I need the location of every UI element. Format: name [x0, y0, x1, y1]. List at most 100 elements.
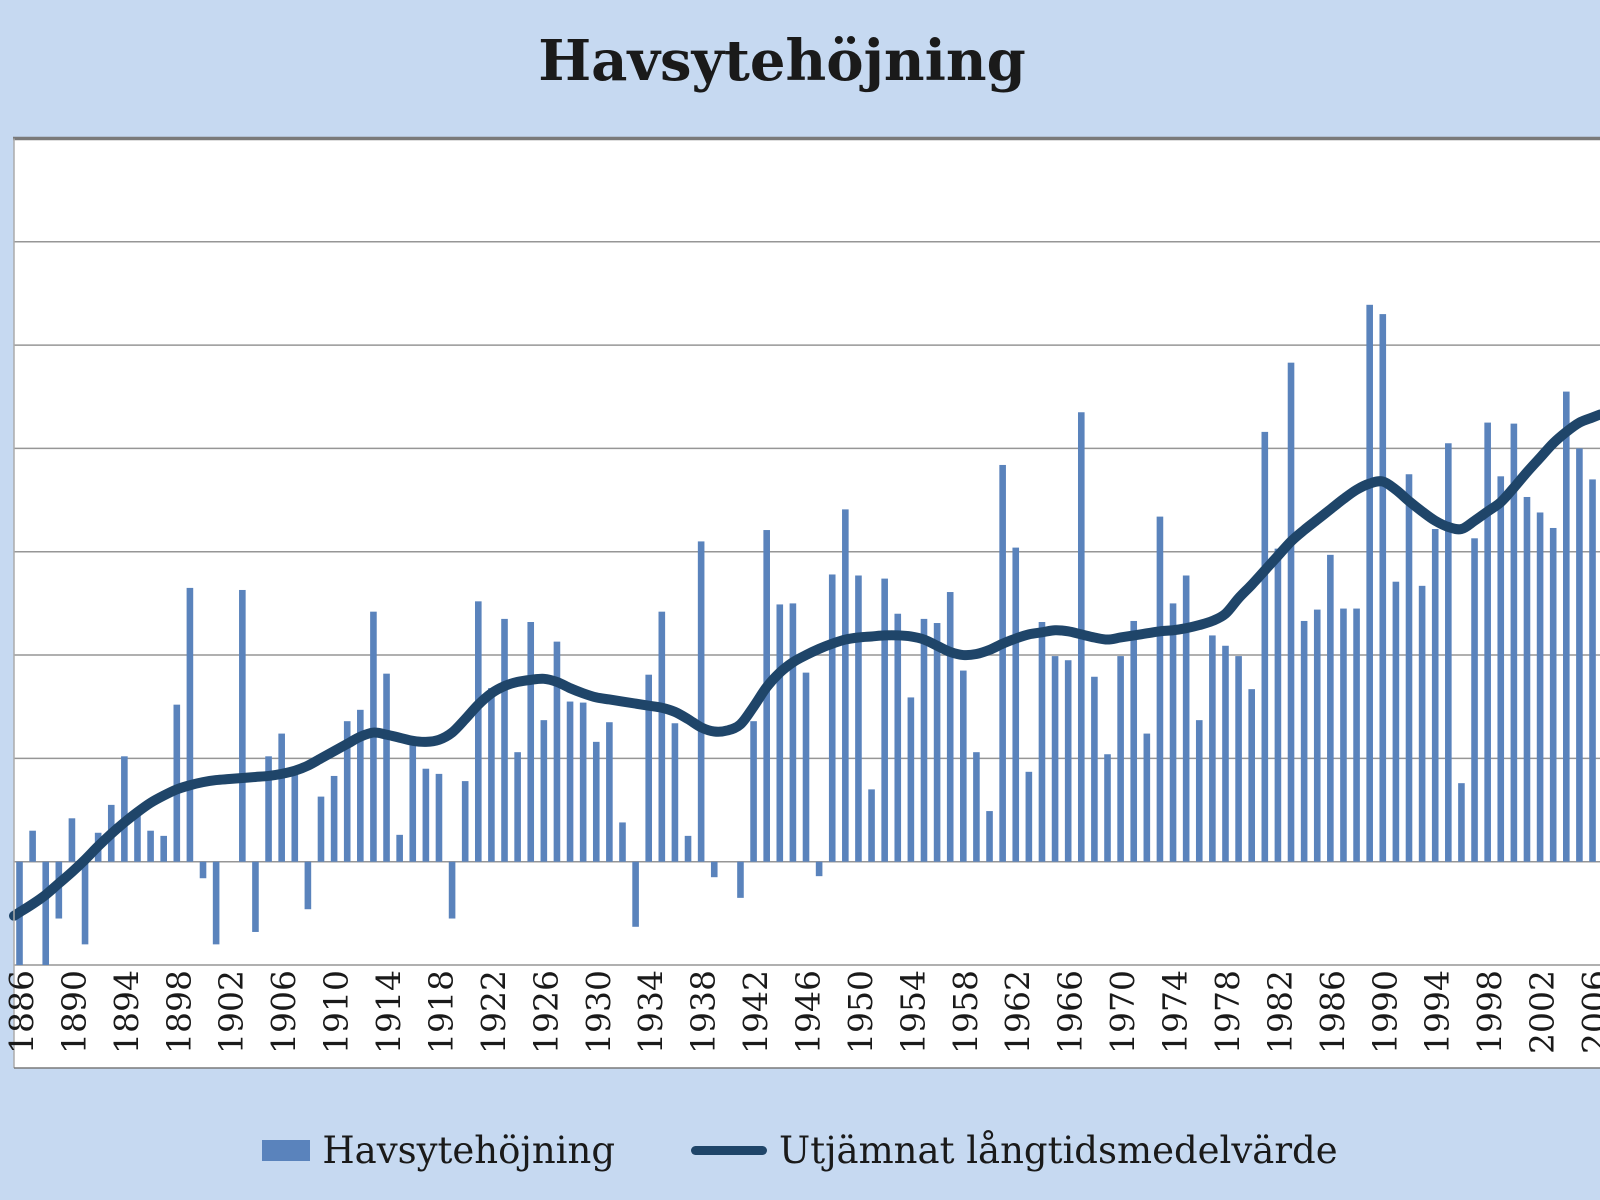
bar-1935	[658, 611, 666, 862]
bar-1985	[1313, 609, 1321, 862]
bar-1925	[527, 621, 535, 862]
bar-1887	[29, 830, 36, 862]
bar-1983	[1287, 362, 1295, 862]
bar-1988	[1353, 608, 1360, 862]
bar-1971	[1130, 620, 1138, 862]
bar-1947	[815, 861, 823, 877]
bar-1904	[252, 861, 259, 932]
bar-1919	[448, 861, 456, 919]
bar-1899	[186, 587, 194, 862]
bar-1955	[920, 618, 928, 862]
bar-2004	[1563, 391, 1570, 862]
bar-1960	[986, 811, 993, 862]
x-tick-label-1962: 1962	[998, 970, 1037, 1054]
bar-1928	[566, 701, 574, 862]
bar-1974	[1169, 603, 1177, 862]
bar-1952	[881, 578, 888, 862]
bar-1962	[1012, 547, 1020, 862]
chart-title: Havsytehöjning	[538, 28, 1026, 94]
bar-2002	[1536, 512, 1544, 862]
bar-1976	[1195, 720, 1203, 862]
bar-1990	[1379, 314, 1387, 862]
bar-1980	[1248, 689, 1255, 862]
bar-1907	[291, 774, 299, 862]
bar-1895	[134, 812, 141, 862]
x-tick-label-2006: 2006	[1575, 970, 1600, 1054]
bar-1930	[592, 741, 600, 862]
bar-1888	[42, 861, 50, 966]
x-tick-label-1890: 1890	[54, 970, 93, 1054]
bar-2005	[1576, 448, 1583, 862]
trend-line	[9, 409, 1600, 921]
bar-2001	[1523, 496, 1531, 862]
x-tick-label-1898: 1898	[159, 970, 198, 1054]
bar-1965	[1051, 656, 1059, 862]
bar-1941	[737, 861, 744, 898]
x-tick-label-1906: 1906	[264, 970, 303, 1054]
bar-1968	[1091, 676, 1098, 862]
bar-1938	[697, 541, 705, 862]
bar-1943	[763, 530, 770, 862]
bar-1984	[1300, 620, 1308, 862]
bar-1998	[1484, 422, 1491, 862]
bar-1978	[1222, 645, 1229, 862]
bar-1989	[1366, 304, 1373, 862]
bar-1929	[579, 702, 587, 862]
bar-2003	[1549, 527, 1557, 862]
bar-1927	[553, 641, 561, 862]
bar-1945	[789, 603, 797, 862]
bar-series-swatch	[262, 1139, 311, 1161]
x-tick-label-1902: 1902	[212, 970, 251, 1054]
bar-1970	[1117, 656, 1124, 862]
bar-1936	[671, 723, 679, 862]
x-tick-label-1910: 1910	[317, 970, 356, 1054]
bar-1931	[606, 722, 613, 862]
legend-item-bars: Havsytehöjning	[262, 1132, 615, 1169]
bar-1937	[684, 835, 692, 862]
x-tick-label-1966: 1966	[1051, 970, 1090, 1054]
bar-1933	[632, 861, 639, 927]
x-tick-label-1994: 1994	[1418, 970, 1457, 1054]
bar-1956	[933, 623, 941, 862]
bar-1894	[121, 756, 128, 862]
bar-1891	[81, 861, 89, 945]
bar-1954	[907, 697, 915, 862]
bar-1906	[278, 733, 285, 862]
bar-1898	[173, 704, 181, 862]
x-tick-label-1950: 1950	[841, 970, 880, 1054]
x-tick-label-1986: 1986	[1313, 970, 1352, 1054]
bar-1911	[343, 721, 351, 862]
bar-1977	[1209, 635, 1216, 862]
bar-1890	[68, 818, 76, 862]
bar-1915	[396, 834, 403, 862]
bar-1994	[1431, 529, 1439, 862]
plot-frame	[14, 138, 1600, 1068]
bar-1921	[474, 601, 482, 862]
bar-1948	[828, 574, 836, 862]
x-tick-label-1946: 1946	[789, 970, 828, 1054]
bar-1908	[304, 861, 312, 910]
bar-1997	[1471, 538, 1478, 862]
bar-1897	[160, 835, 167, 862]
x-tick-label-1926: 1926	[526, 970, 565, 1054]
bar-1996	[1458, 783, 1465, 862]
bar-1991	[1392, 581, 1400, 862]
x-tick-label-1978: 1978	[1208, 970, 1247, 1054]
bar-1903	[239, 589, 246, 862]
bar-1924	[514, 752, 521, 862]
bar-1926	[540, 720, 548, 862]
bar-1981	[1261, 431, 1269, 862]
bar-1917	[422, 768, 430, 862]
x-tick-label-1942: 1942	[736, 970, 775, 1054]
bar-1995	[1445, 443, 1452, 862]
bar-2006	[1589, 479, 1596, 862]
bar-1942	[750, 721, 757, 862]
bar-1975	[1182, 575, 1190, 862]
bar-1909	[317, 796, 325, 862]
bar-1939	[710, 861, 718, 878]
x-tick-label-1998: 1998	[1470, 970, 1509, 1054]
bar-series-label: Havsytehöjning	[322, 1128, 616, 1172]
bar-1896	[147, 830, 154, 862]
